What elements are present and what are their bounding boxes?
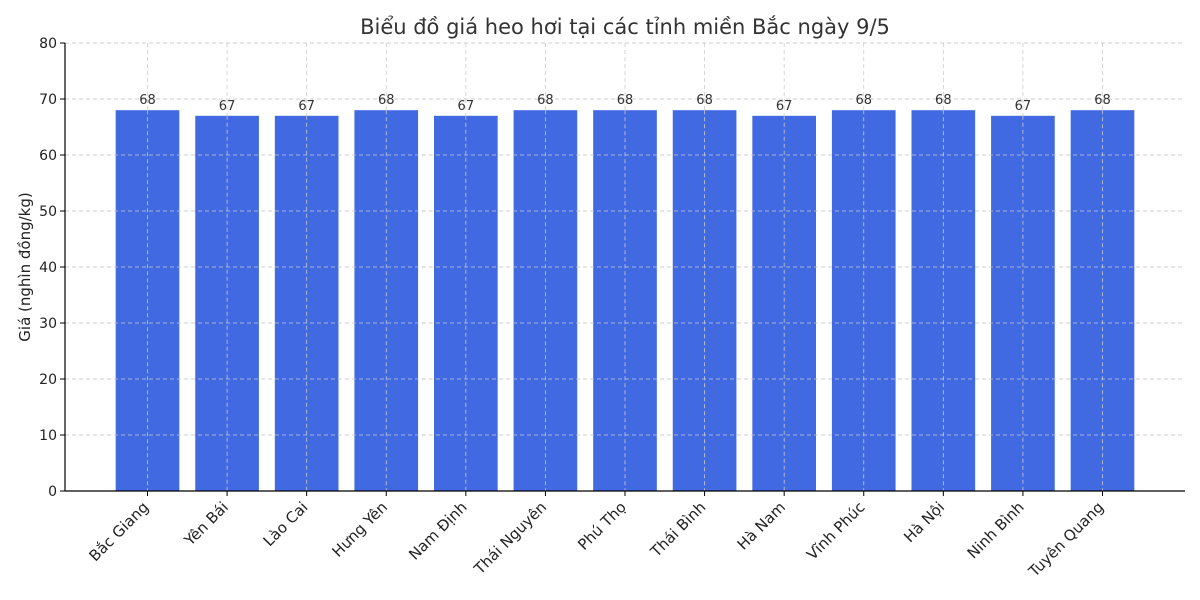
x-tick-label: Lào Cai bbox=[260, 498, 312, 550]
bar bbox=[991, 115, 1055, 492]
x-tick-label: Vĩnh Phúc bbox=[803, 498, 868, 563]
x-tick-label: Bắc Giang bbox=[85, 498, 152, 565]
x-tick-label: Thái Bình bbox=[646, 498, 709, 561]
data-label: 67 bbox=[219, 99, 236, 114]
bar bbox=[195, 115, 259, 492]
y-tick-label: 0 bbox=[48, 484, 57, 500]
data-label: 68 bbox=[378, 93, 395, 108]
x-tick-label: Hà Nội bbox=[900, 498, 948, 546]
axes bbox=[60, 42, 1185, 496]
x-tick-label: Yên Bái bbox=[180, 498, 232, 550]
data-label: 67 bbox=[458, 99, 475, 114]
x-tick-label: Tuyên Quang bbox=[1024, 498, 1107, 581]
x-tick-label: Nam Định bbox=[405, 498, 470, 563]
bar bbox=[434, 115, 498, 492]
data-label: 67 bbox=[1015, 99, 1032, 114]
data-label: 68 bbox=[855, 93, 872, 108]
bar bbox=[274, 115, 339, 492]
y-tick-label: 40 bbox=[39, 260, 57, 276]
data-label: 67 bbox=[776, 99, 793, 114]
x-tick-label: Hưng Yên bbox=[328, 498, 391, 561]
bars bbox=[65, 42, 1185, 492]
data-label: 68 bbox=[617, 93, 634, 108]
chart-title: Biểu đồ giá heo hơi tại các tỉnh miền Bắ… bbox=[360, 15, 890, 39]
x-tick-label: Thái Nguyên bbox=[470, 498, 550, 578]
y-tick-label: 50 bbox=[39, 204, 57, 220]
y-tick-label: 60 bbox=[39, 148, 57, 164]
data-label: 67 bbox=[298, 99, 315, 114]
data-label: 68 bbox=[696, 93, 713, 108]
y-tick-label: 30 bbox=[39, 316, 57, 332]
data-label: 68 bbox=[537, 93, 554, 108]
y-tick-label: 70 bbox=[39, 92, 57, 108]
x-tick-label: Phú Thọ bbox=[574, 498, 630, 554]
x-tick-label: Ninh Bình bbox=[964, 498, 1028, 562]
data-label: 68 bbox=[935, 93, 952, 108]
y-tick-label: 80 bbox=[39, 36, 57, 52]
data-label: 68 bbox=[1094, 93, 1111, 108]
bar bbox=[752, 115, 816, 492]
y-tick-label: 10 bbox=[39, 428, 57, 444]
x-tick-label: Hà Nam bbox=[734, 498, 789, 553]
y-tick-label: 20 bbox=[39, 372, 57, 388]
data-label: 68 bbox=[139, 93, 156, 108]
y-axis-label: Giá (nghìn đồng/kg) bbox=[16, 192, 34, 341]
